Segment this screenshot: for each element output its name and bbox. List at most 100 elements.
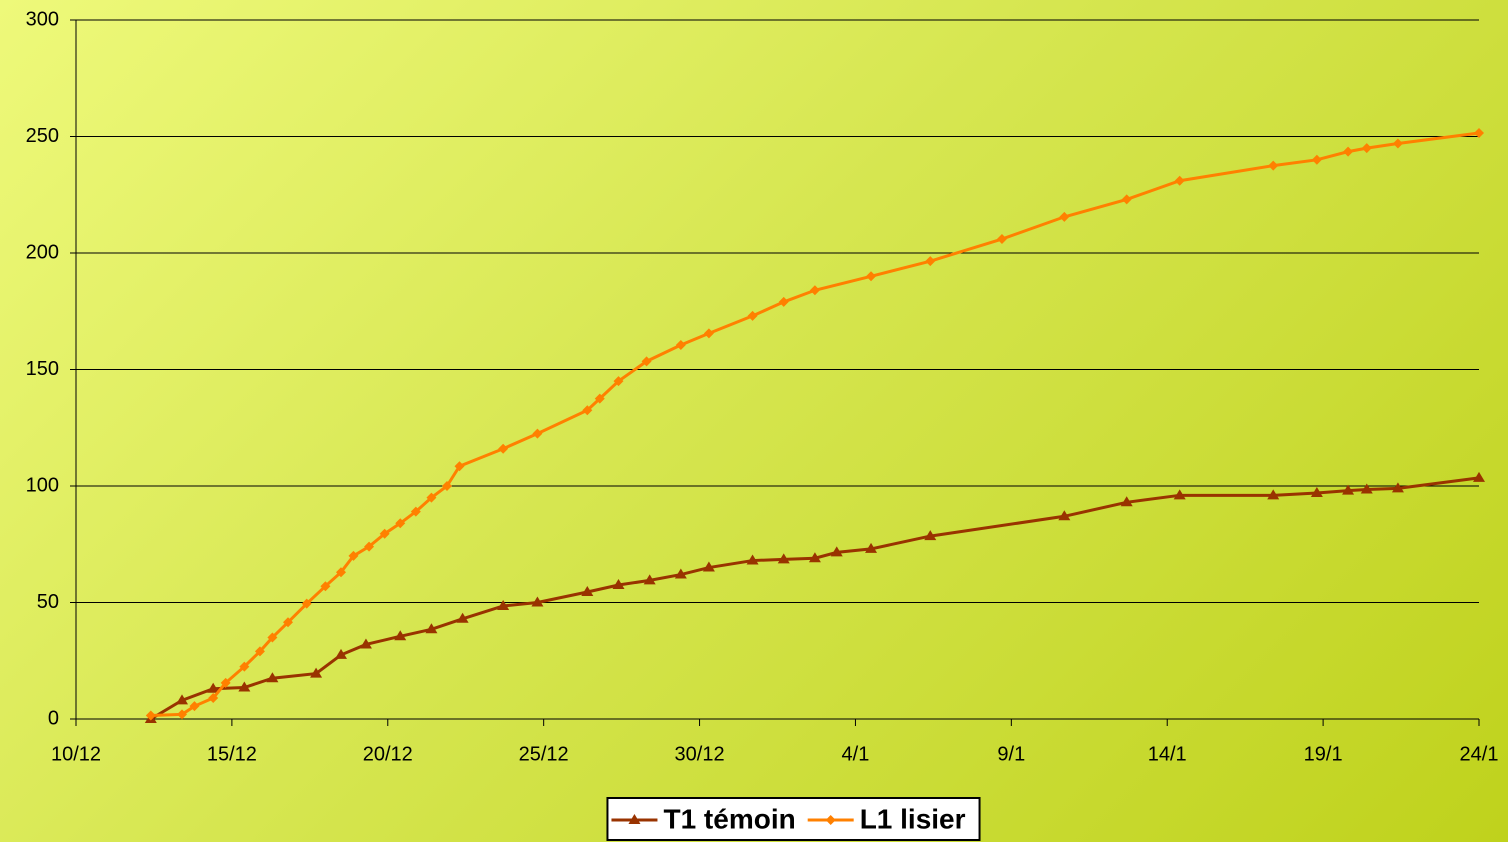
x-tick-label: 30/12 [675, 743, 725, 765]
diamond-marker [925, 256, 936, 267]
diamond-marker [454, 461, 465, 472]
diamond-marker [1268, 160, 1279, 171]
legend-label: L1 lisier [860, 803, 966, 834]
diamond-marker [1174, 175, 1185, 186]
diamond-marker [498, 443, 509, 454]
triangle-marker [310, 667, 323, 678]
y-tick-label: 250 [26, 125, 59, 147]
x-tick-label: 25/12 [519, 743, 569, 765]
diamond-marker [1059, 211, 1070, 222]
y-tick-label: 200 [26, 241, 59, 263]
y-tick-label: 0 [48, 707, 59, 729]
diamond-marker [1392, 138, 1403, 149]
diamond-marker [442, 481, 453, 491]
diamond-marker [1474, 128, 1484, 139]
diamond-marker [703, 328, 714, 339]
diamond-marker [301, 598, 312, 609]
triangle-marker [1120, 496, 1133, 507]
diamond-marker [220, 677, 231, 688]
triangle-marker [808, 552, 821, 563]
triangle-marker [1058, 510, 1071, 521]
y-tick-label: 50 [37, 591, 59, 613]
diamond-marker [379, 528, 390, 539]
triangle-marker [238, 681, 251, 692]
y-tick-label: 300 [26, 8, 59, 30]
triangle-marker [924, 530, 937, 541]
diamond-marker [410, 506, 421, 517]
diamond-marker [778, 296, 789, 307]
diamond-marker [825, 815, 836, 825]
triangle-marker [1391, 482, 1404, 493]
x-tick-label: 14/1 [1148, 743, 1187, 765]
x-tick-label: 10/12 [51, 743, 101, 765]
x-tick-label: 19/1 [1304, 743, 1343, 765]
diamond-marker [675, 340, 686, 351]
diamond-marker [809, 285, 820, 296]
triangle-marker [394, 630, 407, 641]
triangle-marker [777, 553, 790, 564]
triangle-marker [359, 638, 372, 649]
diamond-marker [145, 710, 156, 721]
triangle-marker [335, 648, 348, 659]
x-tick-label: 4/1 [842, 743, 870, 765]
triangle-marker [266, 672, 279, 683]
diamond-marker [866, 271, 877, 282]
diamond-marker [336, 567, 347, 578]
triangle-marker [1360, 483, 1373, 494]
x-tick-label: 24/1 [1460, 743, 1499, 765]
triangle-marker [612, 579, 625, 590]
diamond-marker [208, 693, 219, 704]
triangle-marker [1267, 489, 1280, 500]
legend-item: T1 témoin [611, 803, 796, 834]
triangle-marker [643, 574, 656, 585]
diamond-marker [532, 428, 543, 439]
triangle-marker [628, 814, 641, 824]
diamond-marker [747, 310, 758, 321]
diamond-marker [189, 701, 200, 712]
diamond-marker [582, 405, 593, 416]
diamond-marker [364, 541, 375, 552]
triangle-marker [674, 568, 687, 579]
triangle-marker [1310, 486, 1323, 497]
diamond-marker [1361, 143, 1372, 154]
triangle-marker [1342, 484, 1355, 495]
triangle-marker [702, 561, 715, 572]
triangle-marker [497, 599, 510, 610]
legend-label: T1 témoin [663, 803, 795, 834]
triangle-marker [456, 612, 469, 623]
triangle-marker [531, 596, 544, 607]
triangle-marker [581, 586, 594, 597]
diamond-marker [1343, 146, 1354, 157]
diamond-marker [426, 492, 437, 503]
diamond-marker [177, 709, 188, 720]
legend-item: L1 lisier [807, 803, 966, 834]
triangle-marker [746, 554, 759, 565]
triangle-marker [176, 694, 189, 705]
diamond-marker [395, 518, 406, 529]
triangle-marker [1173, 489, 1186, 500]
diamond-marker [283, 617, 294, 628]
diamond-marker [348, 550, 359, 561]
series-line [150, 131, 1480, 718]
triangle-marker [830, 546, 843, 557]
diamond-marker [641, 356, 652, 367]
diamond-marker [267, 632, 278, 643]
y-tick-label: 100 [26, 474, 59, 496]
series-line [150, 476, 1480, 721]
legend-box [606, 797, 981, 841]
legend: T1 témoin L1 lisier [606, 797, 981, 841]
diamond-marker [254, 646, 265, 657]
triangle-marker [1473, 471, 1485, 482]
diamond-marker [1311, 154, 1322, 165]
triangle-marker [865, 542, 878, 553]
triangle-marker [425, 623, 438, 634]
y-tick-label: 150 [26, 358, 59, 380]
x-tick-label: 15/12 [207, 743, 257, 765]
x-tick-label: 20/12 [363, 743, 413, 765]
diamond-marker [613, 376, 624, 387]
diamond-marker [1121, 194, 1132, 205]
diamond-marker [594, 393, 605, 404]
diamond-marker [996, 234, 1007, 245]
triangle-marker [207, 682, 220, 693]
